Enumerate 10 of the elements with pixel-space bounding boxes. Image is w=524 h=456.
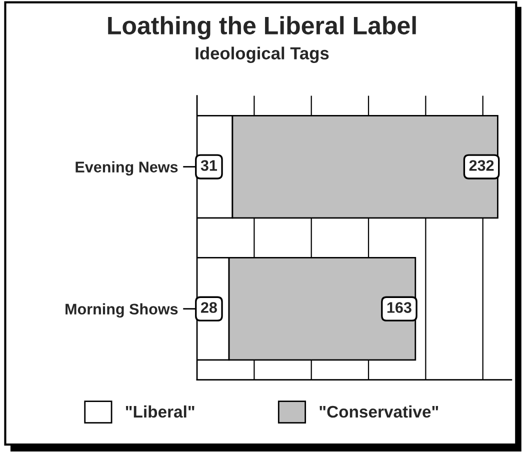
legend-label: "Liberal" xyxy=(126,405,194,418)
chart-title: Loathing the Liberal Label xyxy=(108,16,416,40)
y-tick-label: Morning Shows xyxy=(66,303,178,318)
y-tick-label: Evening News xyxy=(76,161,178,176)
data-label: 232 xyxy=(469,160,494,171)
data-label: 28 xyxy=(200,302,217,313)
chart-subtitle: Ideological Tags xyxy=(196,46,329,63)
legend-label: "Conservative" xyxy=(320,405,438,418)
data-label: 163 xyxy=(387,302,412,313)
data-label: 31 xyxy=(200,160,218,171)
